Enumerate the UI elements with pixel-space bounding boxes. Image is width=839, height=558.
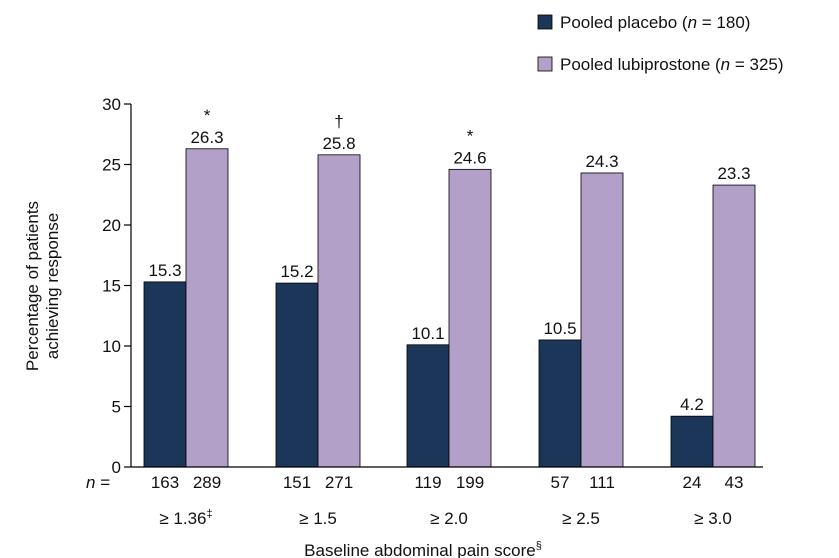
bar-value-label: 24.3 <box>585 152 618 171</box>
bar <box>143 281 187 468</box>
y-axis-label-line: achieving response <box>43 213 62 359</box>
n-count-label: 271 <box>325 473 353 492</box>
x-category-label: ≥ 3.0 <box>694 509 732 528</box>
y-tick-label: 25 <box>102 156 121 175</box>
bar <box>317 154 361 468</box>
bar-value-label: 24.6 <box>453 148 486 167</box>
y-axis-label: Percentage of patients achieving response <box>23 201 62 371</box>
bar-value-label: 10.1 <box>411 324 444 343</box>
n-count-label: 119 <box>414 473 441 492</box>
significance-marker: * <box>467 126 474 145</box>
y-axis: 0 5 10 15 20 25 30 <box>102 95 132 477</box>
x-axis: n = 163 289 151 271 119 199 57 111 24 43 ≥ 1.36‡ ≥ 1… <box>86 466 763 528</box>
y-tick-label: 30 <box>102 95 121 114</box>
n-count-label: 57 <box>551 473 570 492</box>
n-count-label: 199 <box>456 473 484 492</box>
n-count-label: 43 <box>725 473 744 492</box>
legend-swatch <box>537 14 553 30</box>
bar-value-label: 23.3 <box>717 164 750 183</box>
x-category-label: ≥ 1.36‡ <box>159 508 212 528</box>
bar <box>406 344 450 468</box>
bar <box>712 184 756 468</box>
bar-value-label: 26.3 <box>190 128 223 147</box>
bar <box>275 282 319 468</box>
x-axis-title: Baseline abdominal pain score§ <box>304 540 542 558</box>
legend-label: Pooled placebo (n = 180) <box>560 13 750 32</box>
bar <box>448 168 492 468</box>
bar-value-label: 15.3 <box>148 261 181 280</box>
y-tick-label: 10 <box>102 337 121 356</box>
x-category-label: ≥ 1.5 <box>299 509 337 528</box>
n-count-label: 289 <box>193 473 221 492</box>
y-tick-label: 5 <box>112 398 121 417</box>
bar <box>538 339 582 468</box>
n-prefix-label: n = <box>86 473 110 492</box>
significance-marker: † <box>334 112 343 131</box>
x-category-label: ≥ 2.0 <box>430 509 468 528</box>
y-tick-label: 20 <box>102 216 121 235</box>
legend-label: Pooled lubiprostone (n = 325) <box>560 55 784 74</box>
y-tick-label: 15 <box>102 277 121 296</box>
y-tick-label: 0 <box>112 458 121 477</box>
n-count-label: 151 <box>283 473 311 492</box>
bar <box>580 172 624 468</box>
n-count-label: 111 <box>589 473 615 492</box>
bar <box>670 415 714 468</box>
y-axis-label-line: Percentage of patients <box>23 201 42 371</box>
n-count-label: 24 <box>683 473 702 492</box>
significance-marker: * <box>204 106 211 125</box>
bar-value-label: 25.8 <box>322 134 355 153</box>
bar-value-label: 4.2 <box>680 395 704 414</box>
bar <box>185 148 229 468</box>
legend: Pooled placebo (n = 180) Pooled lubiprost… <box>537 13 784 74</box>
bar-value-label: 10.5 <box>543 319 576 338</box>
n-count-label: 163 <box>151 473 179 492</box>
x-axis-label: Baseline abdominal pain score§ <box>304 540 542 558</box>
x-category-label: ≥ 2.5 <box>562 509 600 528</box>
bar-value-label: 15.2 <box>280 262 313 281</box>
bars: 15.3 26.3 * 15.2 25.8 † 10.1 24.6 * 10.5 24.3 4.2 23… <box>143 106 756 468</box>
legend-swatch <box>537 56 553 72</box>
